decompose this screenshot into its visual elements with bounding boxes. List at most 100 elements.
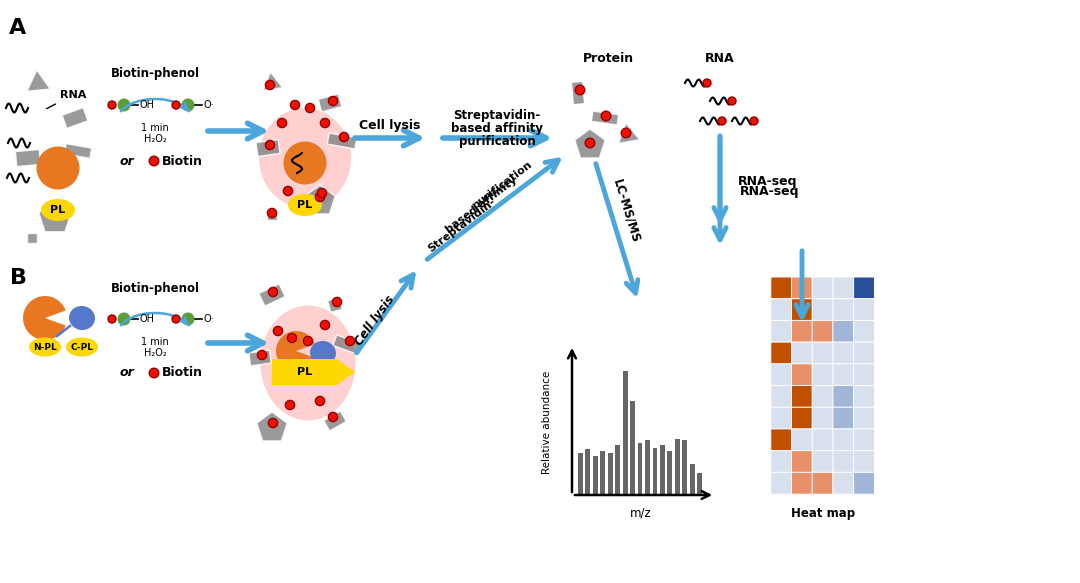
FancyBboxPatch shape [833,472,854,494]
Polygon shape [248,350,271,366]
FancyBboxPatch shape [771,298,792,321]
Text: Biotin: Biotin [162,367,203,380]
FancyBboxPatch shape [771,321,792,342]
Polygon shape [575,129,605,158]
Circle shape [576,85,584,95]
FancyBboxPatch shape [833,407,854,429]
Text: RNA-seq: RNA-seq [740,184,799,198]
FancyBboxPatch shape [833,429,854,451]
Circle shape [172,315,180,323]
Text: Biotin-phenol: Biotin-phenol [110,66,200,79]
Ellipse shape [41,199,75,221]
Circle shape [321,321,329,329]
Text: RNA: RNA [705,51,734,65]
Circle shape [315,192,325,202]
FancyBboxPatch shape [792,298,812,321]
Bar [683,440,687,495]
Polygon shape [23,296,66,340]
Polygon shape [319,94,341,112]
Polygon shape [324,411,347,431]
Circle shape [333,297,341,307]
FancyBboxPatch shape [792,342,812,364]
Text: H₂O₂: H₂O₂ [144,348,166,358]
Polygon shape [256,139,280,156]
FancyBboxPatch shape [812,277,833,299]
Text: RNA: RNA [46,90,86,109]
FancyBboxPatch shape [771,451,792,472]
Text: Cell lysis: Cell lysis [360,118,421,132]
Polygon shape [327,133,356,149]
FancyBboxPatch shape [792,429,812,451]
Polygon shape [305,185,335,214]
Circle shape [321,118,329,128]
Polygon shape [39,201,71,232]
FancyBboxPatch shape [812,407,833,429]
FancyBboxPatch shape [853,364,875,386]
Text: C-PL: C-PL [70,342,94,352]
Circle shape [149,368,159,378]
Polygon shape [337,359,355,385]
Circle shape [269,419,278,427]
FancyBboxPatch shape [792,385,812,408]
FancyBboxPatch shape [792,277,812,299]
Bar [608,453,612,495]
Circle shape [283,187,293,196]
FancyBboxPatch shape [812,364,833,386]
Circle shape [149,156,159,166]
Polygon shape [62,108,87,128]
FancyBboxPatch shape [812,429,833,451]
Text: PL: PL [297,367,312,377]
Circle shape [278,118,286,128]
FancyBboxPatch shape [833,364,854,386]
FancyBboxPatch shape [771,342,792,364]
FancyBboxPatch shape [771,472,792,494]
Polygon shape [257,412,287,441]
Bar [623,371,627,495]
Bar [675,439,679,495]
Circle shape [703,79,711,87]
Text: Heat map: Heat map [791,507,854,519]
Circle shape [118,312,131,325]
Polygon shape [27,233,37,243]
Ellipse shape [288,194,322,216]
Text: PL: PL [51,205,66,215]
Polygon shape [27,70,51,91]
Ellipse shape [29,338,60,356]
Text: based affinity: based affinity [451,121,543,135]
Text: Protein: Protein [582,51,634,65]
Circle shape [108,315,116,323]
Bar [578,453,583,495]
Polygon shape [571,82,584,104]
FancyBboxPatch shape [853,407,875,429]
Bar [690,463,694,495]
FancyBboxPatch shape [853,277,875,299]
FancyBboxPatch shape [812,472,833,494]
Text: or: or [120,154,135,167]
Circle shape [118,99,131,111]
Text: O·: O· [203,314,214,324]
Circle shape [306,103,314,113]
FancyBboxPatch shape [853,298,875,321]
FancyBboxPatch shape [771,364,792,386]
Text: A: A [10,18,27,38]
Polygon shape [333,335,363,355]
Circle shape [718,117,726,125]
Bar [600,451,605,495]
Circle shape [268,208,276,217]
Text: 1 min: 1 min [141,123,168,133]
Circle shape [303,336,312,346]
Circle shape [37,146,80,189]
Polygon shape [276,331,314,371]
Bar [631,401,635,495]
Circle shape [257,350,267,360]
Text: Streptavidin-: Streptavidin- [427,196,498,254]
Text: Relative abundance: Relative abundance [542,371,552,474]
Text: 1 min: 1 min [141,337,168,347]
FancyBboxPatch shape [792,407,812,429]
Circle shape [287,333,297,343]
Circle shape [339,132,349,142]
Circle shape [328,96,338,106]
FancyBboxPatch shape [833,451,854,472]
FancyBboxPatch shape [771,385,792,408]
Circle shape [273,326,283,336]
